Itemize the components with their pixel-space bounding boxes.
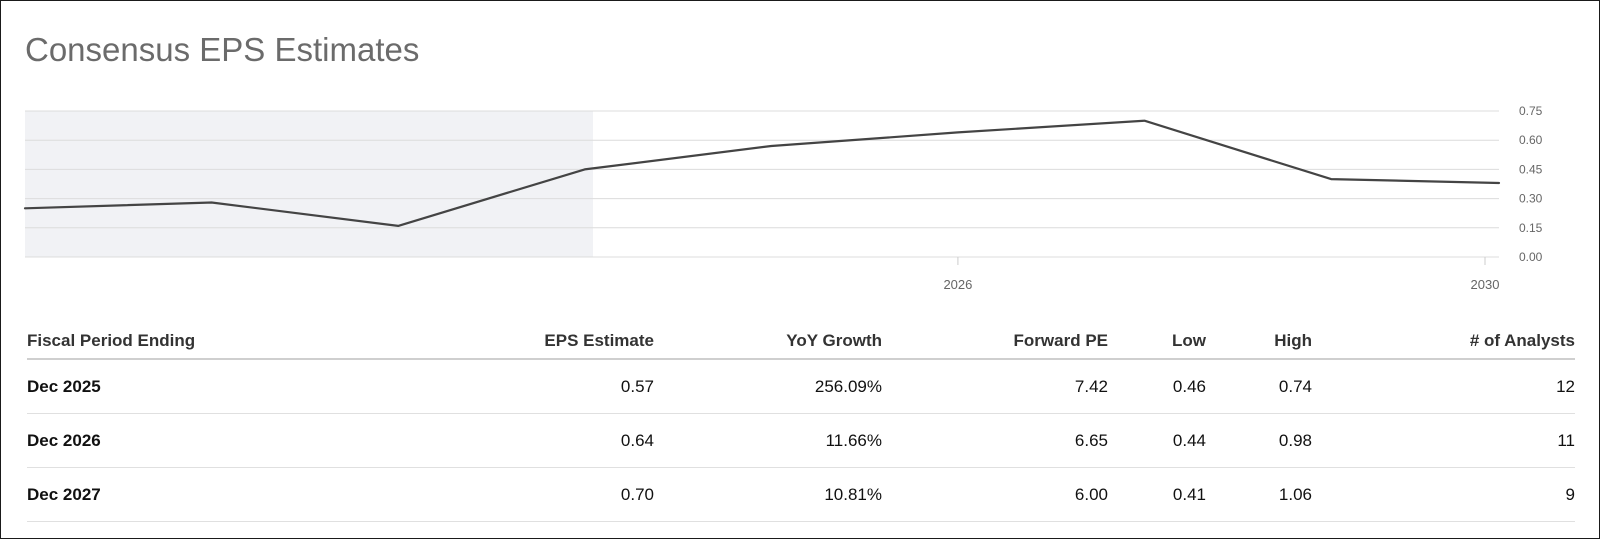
cell-yoy: 11.66% — [654, 413, 882, 468]
col-header-yoy[interactable]: YoY Growth — [654, 323, 882, 360]
col-header-forward-pe[interactable]: Forward PE — [882, 323, 1108, 360]
cell-eps: 0.64 — [327, 413, 654, 468]
cell-period: Dec 2026 — [27, 413, 327, 468]
cell-forward-pe: 6.00 — [882, 467, 1108, 522]
y-tick-label: 0.75 — [1519, 104, 1543, 118]
cell-forward-pe: 7.42 — [882, 359, 1108, 414]
historical-region-shade — [25, 111, 593, 257]
y-tick-label: 0.15 — [1519, 221, 1543, 235]
cell-high: 0.74 — [1206, 359, 1312, 414]
eps-series-line — [23, 119, 1501, 227]
x-tick-label: 2030 — [1471, 277, 1500, 292]
y-tick-label: 0.45 — [1519, 162, 1543, 176]
cell-eps: 0.70 — [327, 467, 654, 522]
eps-table: Fiscal Period Ending EPS Estimate YoY Gr… — [27, 323, 1575, 522]
cell-analysts: 9 — [1312, 467, 1575, 522]
table-row: Dec 2026 0.64 11.66% 6.65 0.44 0.98 11 — [27, 413, 1575, 468]
cell-period: Dec 2025 — [27, 359, 327, 414]
cell-eps: 0.57 — [327, 359, 654, 414]
cell-low: 0.41 — [1108, 467, 1206, 522]
cell-yoy: 10.81% — [654, 467, 882, 522]
cell-forward-pe: 6.65 — [882, 413, 1108, 468]
col-header-eps[interactable]: EPS Estimate — [327, 323, 654, 360]
col-header-low[interactable]: Low — [1108, 323, 1206, 360]
x-tick-label: 2026 — [943, 277, 972, 292]
y-tick-label: 0.00 — [1519, 250, 1543, 264]
cell-analysts: 11 — [1312, 413, 1575, 468]
col-header-high[interactable]: High — [1206, 323, 1312, 360]
cell-low: 0.44 — [1108, 413, 1206, 468]
cell-period: Dec 2027 — [27, 467, 327, 522]
table-header-row: Fiscal Period Ending EPS Estimate YoY Gr… — [27, 323, 1575, 360]
y-tick-label: 0.30 — [1519, 192, 1543, 206]
y-tick-label: 0.60 — [1519, 133, 1543, 147]
cell-high: 1.06 — [1206, 467, 1312, 522]
page-title: Consensus EPS Estimates — [25, 31, 420, 68]
col-header-period[interactable]: Fiscal Period Ending — [27, 323, 327, 360]
table-row: Dec 2025 0.57 256.09% 7.42 0.46 0.74 12 — [27, 359, 1575, 414]
cell-yoy: 256.09% — [654, 359, 882, 414]
cell-high: 0.98 — [1206, 413, 1312, 468]
table-row: Dec 2027 0.70 10.81% 6.00 0.41 1.06 9 — [27, 467, 1575, 522]
cell-analysts: 12 — [1312, 359, 1575, 414]
eps-line-chart: 0.75 0.60 0.45 0.30 0.15 0.00 2026 2030 — [23, 104, 1543, 292]
cell-low: 0.46 — [1108, 359, 1206, 414]
col-header-analysts[interactable]: # of Analysts — [1312, 323, 1575, 360]
